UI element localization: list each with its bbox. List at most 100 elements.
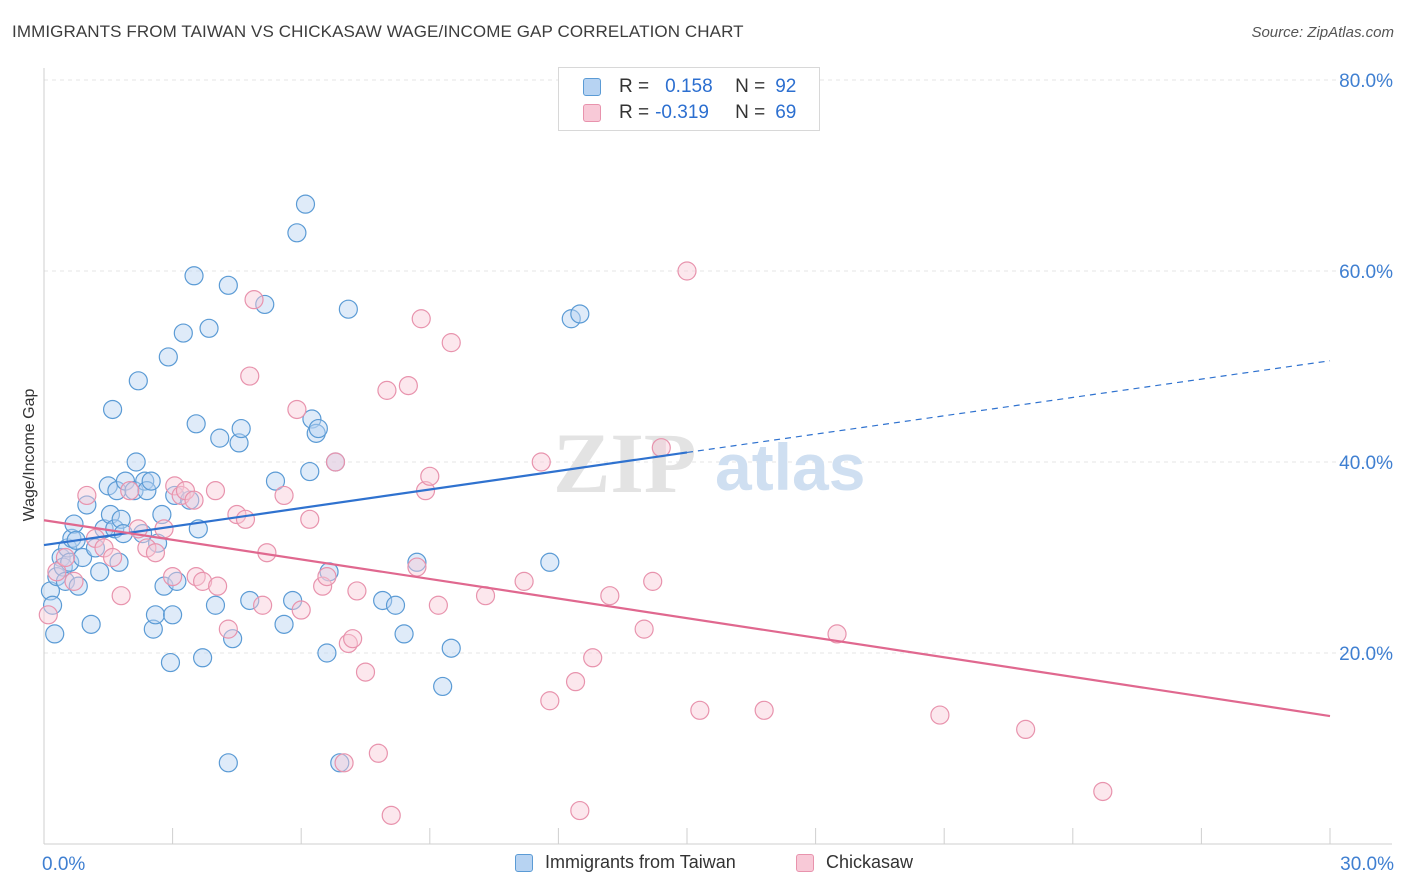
data-point bbox=[240, 590, 260, 611]
data-point bbox=[111, 509, 131, 529]
data-point bbox=[428, 595, 448, 615]
r-label: R = bbox=[619, 76, 650, 97]
r-value: 0.158 bbox=[665, 76, 713, 97]
data-point bbox=[930, 705, 950, 725]
data-point bbox=[141, 471, 161, 491]
data-point bbox=[274, 614, 294, 634]
data-point bbox=[411, 309, 431, 329]
data-point bbox=[81, 614, 101, 634]
chickasaw-swatch bbox=[796, 853, 814, 872]
data-point bbox=[72, 547, 93, 568]
data-point bbox=[143, 619, 163, 639]
data-point bbox=[600, 586, 620, 606]
data-point bbox=[55, 547, 76, 568]
data-point bbox=[330, 753, 350, 773]
data-point bbox=[377, 380, 397, 400]
source-label: Source: ZipAtlas.com bbox=[1251, 24, 1394, 41]
data-point bbox=[231, 418, 251, 439]
data-point bbox=[302, 409, 322, 429]
data-point bbox=[145, 605, 166, 625]
x-tick-label: 0.0% bbox=[42, 854, 85, 875]
data-point bbox=[287, 399, 307, 420]
data-point bbox=[754, 700, 774, 720]
data-point bbox=[373, 590, 393, 611]
data-point bbox=[160, 652, 181, 673]
data-point bbox=[540, 691, 560, 711]
data-point bbox=[235, 509, 256, 529]
data-point bbox=[583, 648, 603, 668]
data-point bbox=[317, 566, 337, 587]
data-point bbox=[300, 509, 320, 529]
n-value: 69 bbox=[775, 102, 797, 123]
data-point bbox=[420, 466, 440, 486]
data-point bbox=[100, 504, 121, 525]
n-value: 92 bbox=[775, 76, 797, 97]
data-point bbox=[347, 581, 367, 601]
data-point bbox=[64, 571, 84, 591]
data-point bbox=[199, 318, 219, 338]
y-tick-label: 20.0% bbox=[1339, 644, 1393, 665]
data-point bbox=[570, 800, 590, 821]
tick-labels: 20.0% 40.0% 60.0% 80.0% 0.0% 30.0% bbox=[42, 71, 1394, 875]
y-tick-label: 40.0% bbox=[1339, 453, 1393, 474]
data-point bbox=[540, 552, 560, 572]
series-legend: Immigrants from Taiwan Chickasaw bbox=[0, 852, 1406, 878]
data-point bbox=[407, 557, 427, 577]
data-point bbox=[218, 753, 238, 773]
watermark-zip: ZIP bbox=[553, 415, 696, 511]
data-point bbox=[274, 485, 294, 506]
data-point bbox=[165, 476, 185, 496]
data-point bbox=[120, 481, 140, 501]
legend-label-chickasaw: Chickasaw bbox=[826, 852, 914, 872]
stats-legend: R = 0.158 N = 92 R = -0.319 N = 69 bbox=[558, 67, 820, 131]
data-point bbox=[253, 595, 273, 615]
taiwan-swatch bbox=[583, 78, 601, 96]
data-point bbox=[102, 547, 123, 568]
data-point bbox=[193, 648, 213, 668]
data-point bbox=[218, 619, 238, 639]
data-point bbox=[677, 261, 697, 281]
taiwan-swatch bbox=[515, 853, 533, 872]
data-point bbox=[126, 452, 146, 472]
data-point bbox=[295, 194, 316, 214]
data-point bbox=[1093, 781, 1113, 802]
data-point bbox=[90, 562, 110, 582]
data-point bbox=[690, 700, 710, 720]
legend-label-taiwan: Immigrants from Taiwan bbox=[545, 852, 736, 872]
data-point bbox=[163, 605, 183, 625]
data-point bbox=[205, 481, 226, 501]
chart-title: IMMIGRANTS FROM TAIWAN VS CHICKASAW WAGE… bbox=[12, 22, 744, 41]
data-point bbox=[42, 595, 63, 615]
trend-line-taiwan-extension bbox=[686, 360, 1331, 454]
data-point bbox=[643, 571, 663, 591]
data-point bbox=[255, 294, 275, 315]
data-point bbox=[514, 571, 534, 591]
data-point bbox=[137, 481, 157, 501]
data-point bbox=[398, 376, 418, 396]
data-point bbox=[531, 452, 551, 472]
r-label: R = bbox=[619, 102, 650, 123]
data-point bbox=[433, 676, 453, 697]
watermark-atlas: atlas bbox=[715, 430, 865, 504]
data-point bbox=[308, 418, 328, 439]
data-point bbox=[210, 428, 230, 448]
data-point bbox=[291, 600, 311, 620]
chickasaw-swatch bbox=[583, 104, 601, 122]
data-point bbox=[343, 629, 363, 649]
data-point bbox=[152, 504, 172, 525]
data-point bbox=[77, 485, 97, 506]
data-point bbox=[145, 543, 166, 563]
r-value: -0.319 bbox=[655, 102, 709, 123]
data-point bbox=[163, 566, 183, 587]
data-point bbox=[300, 461, 320, 482]
data-point bbox=[1016, 719, 1036, 740]
legend-item-taiwan[interactable]: Immigrants from Taiwan bbox=[515, 852, 736, 873]
legend-item-chickasaw[interactable]: Chickasaw bbox=[796, 852, 913, 873]
n-label: N = bbox=[735, 102, 766, 123]
data-point bbox=[441, 638, 461, 658]
axes bbox=[43, 68, 1392, 845]
data-point bbox=[634, 619, 654, 639]
data-point bbox=[368, 743, 388, 763]
data-point bbox=[128, 371, 148, 391]
